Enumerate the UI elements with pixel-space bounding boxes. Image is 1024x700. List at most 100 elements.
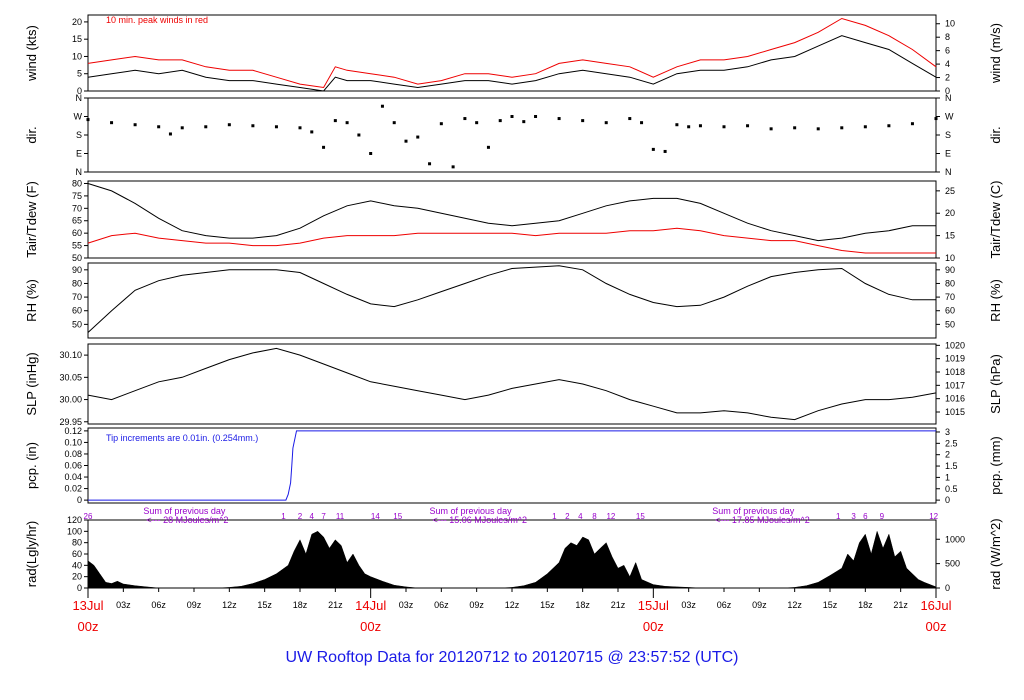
x-tick-label: 06z (717, 600, 732, 610)
y-tick-label-left: 0 (77, 86, 82, 96)
y-tick-label-right: W (945, 112, 954, 122)
hour-mark: 12 (606, 512, 615, 521)
y-tick-label-left: 30.05 (59, 372, 82, 382)
data-point (522, 120, 526, 124)
data-point (840, 126, 844, 130)
data-point (486, 145, 490, 149)
y-tick-label-left: 100 (67, 526, 82, 536)
x-tick-label-date: 15Jul (638, 598, 669, 613)
y-tick-label-left: 75 (72, 191, 82, 201)
x-tick-label-date: 16Jul (920, 598, 951, 613)
x-tick-label: 09z (187, 600, 202, 610)
data-point (698, 124, 702, 128)
panel-annotation: Tip increments are 0.01in. (0.254mm.) (106, 433, 258, 443)
x-tick-label: 18z (293, 600, 308, 610)
data-point (157, 125, 161, 129)
y-tick-label-left: 0 (77, 495, 82, 505)
data-point (310, 130, 314, 134)
y-tick-label-right: 6 (945, 46, 950, 56)
x-tick-label: 03z (116, 600, 131, 610)
data-point (463, 117, 467, 121)
hour-mark: 15 (636, 512, 645, 521)
y-tick-label-right: 1017 (945, 380, 965, 390)
hour-mark: 14 (371, 512, 380, 521)
series-line (87, 265, 936, 333)
data-point (640, 121, 644, 125)
y-tick-label-right: 1018 (945, 367, 965, 377)
data-point (604, 121, 608, 125)
x-tick-label: 15z (540, 600, 555, 610)
x-tick-label: 03z (681, 600, 696, 610)
data-point (416, 135, 420, 139)
data-point (816, 127, 820, 131)
data-point (168, 132, 172, 136)
x-tick-label: 03z (399, 600, 414, 610)
hour-mark: 2 (298, 512, 303, 521)
y-tick-label-right: 1016 (945, 394, 965, 404)
series-line (87, 35, 937, 92)
panel-wind: 0 5 10 15 20 0 2 4 6 8 10 wind (kts) wind (m/s) 10 mi… (24, 14, 1003, 96)
x-tick-label-hour: 00z (78, 619, 99, 634)
y-tick-label-right: 10 (945, 19, 955, 29)
series-line (87, 17, 937, 89)
y-tick-label-left: N (76, 167, 83, 177)
x-tick-label: 09z (752, 600, 767, 610)
y-tick-label-left: 70 (72, 203, 82, 213)
y-tick-label-right: 1000 (945, 534, 965, 544)
x-tick-label: 18z (575, 600, 590, 610)
hour-mark: 8 (592, 512, 597, 521)
y-tick-label-left: 0.10 (64, 437, 82, 447)
y-tick-label-left: W (74, 112, 83, 122)
data-point (534, 115, 538, 118)
y-axis-title-left: pcp. (in) (24, 442, 39, 489)
daily-sum-note: Sum of previous day (143, 506, 226, 516)
y-tick-label-right: 20 (945, 208, 955, 218)
y-axis-title-right: Tair/Tdew (C) (988, 180, 1003, 258)
y-tick-label-left: 20 (72, 17, 82, 27)
data-point (498, 119, 502, 123)
x-tick-label-date: 14Jul (355, 598, 386, 613)
y-tick-label-left: 5 (77, 69, 82, 79)
y-tick-label-left: 0.06 (64, 461, 82, 471)
y-tick-label-left: 90 (72, 265, 82, 275)
hour-mark: 1 (836, 512, 841, 521)
data-point (357, 133, 361, 137)
data-point (651, 147, 655, 151)
hour-mark: 3 (851, 512, 856, 521)
y-axis-title-right: RH (%) (988, 279, 1003, 322)
y-tick-label-right: S (945, 130, 951, 140)
x-tick-label-hour: 00z (643, 619, 664, 634)
data-point (322, 145, 326, 149)
hour-mark: 11 (336, 512, 345, 521)
y-tick-label-right: 90 (945, 265, 955, 275)
data-point (475, 121, 479, 125)
hour-mark: 9 (880, 512, 885, 521)
y-tick-label-left: 40 (72, 560, 82, 570)
data-point (451, 165, 455, 169)
y-tick-label-left: 15 (72, 34, 82, 44)
y-axis-title-left: Tair/Tdew (F) (24, 181, 39, 258)
y-tick-label-right: 2 (945, 73, 950, 83)
y-tick-label-left: 0.04 (64, 472, 82, 482)
y-tick-label-left: 55 (72, 241, 82, 251)
panel-frame (87, 14, 937, 92)
y-tick-label-right: 1020 (945, 340, 965, 350)
y-tick-label-right: 0 (945, 495, 950, 505)
y-tick-label-left: 60 (72, 549, 82, 559)
x-tick-label: 15z (257, 600, 272, 610)
series-line (87, 347, 937, 421)
y-tick-label-left: 0 (77, 583, 82, 593)
panel-frame (87, 262, 937, 339)
data-point (133, 123, 137, 127)
y-tick-label-right: 25 (945, 186, 955, 196)
hour-mark: 26 (84, 512, 93, 521)
panel-frame (87, 343, 937, 425)
daily-sum-note: Sum of previous day (430, 506, 513, 516)
y-tick-label-left: 30.10 (59, 350, 82, 360)
y-tick-label-right: 4 (945, 59, 950, 69)
hour-mark: 15 (393, 512, 402, 521)
y-tick-label-right: 0 (945, 86, 950, 96)
y-tick-label-left: 20 (72, 572, 82, 582)
